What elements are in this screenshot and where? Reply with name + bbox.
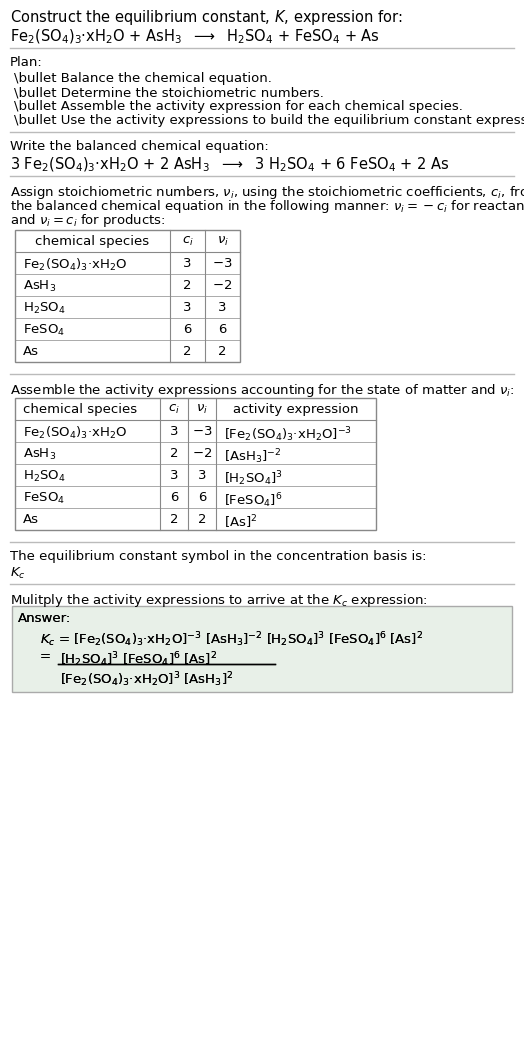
Text: The equilibrium constant symbol in the concentration basis is:: The equilibrium constant symbol in the c…	[10, 550, 427, 563]
FancyBboxPatch shape	[12, 606, 512, 692]
Text: Assemble the activity expressions accounting for the state of matter and $\nu_i$: Assemble the activity expressions accoun…	[10, 382, 515, 399]
Text: 3: 3	[219, 301, 227, 314]
Text: 2: 2	[198, 513, 206, 526]
Text: [Fe$_2$(SO$_4$)$_3$·xH$_2$O]$^{-3}$: [Fe$_2$(SO$_4$)$_3$·xH$_2$O]$^{-3}$	[224, 425, 352, 444]
Text: $-$2: $-$2	[212, 279, 233, 292]
Text: [Fe$_2$(SO$_4$)$_3$·xH$_2$O]$^3$ [AsH$_3$]$^2$: [Fe$_2$(SO$_4$)$_3$·xH$_2$O]$^3$ [AsH$_3…	[60, 670, 233, 689]
Text: $\nu_i$: $\nu_i$	[196, 403, 208, 416]
Text: chemical species: chemical species	[23, 403, 137, 416]
Text: 2: 2	[170, 447, 178, 460]
FancyBboxPatch shape	[15, 230, 240, 362]
Text: \bullet Use the activity expressions to build the equilibrium constant expressio: \bullet Use the activity expressions to …	[14, 114, 524, 127]
Text: $c_i$: $c_i$	[182, 235, 193, 248]
Text: FeSO$_4$: FeSO$_4$	[23, 491, 65, 506]
Text: $-$2: $-$2	[192, 447, 212, 460]
Text: $\nu_i$: $\nu_i$	[216, 235, 228, 248]
Text: \bullet Assemble the activity expression for each chemical species.: \bullet Assemble the activity expression…	[14, 100, 463, 113]
Text: \bullet Balance the chemical equation.: \bullet Balance the chemical equation.	[14, 72, 272, 85]
Text: 3: 3	[183, 301, 192, 314]
Text: and $\nu_i = c_i$ for products:: and $\nu_i = c_i$ for products:	[10, 212, 166, 229]
Text: Answer:: Answer:	[18, 612, 71, 625]
Text: AsH$_3$: AsH$_3$	[23, 447, 56, 462]
Text: 3 Fe$_2$(SO$_4$)$_3$·xH$_2$O + 2 AsH$_3$  $\longrightarrow$  3 H$_2$SO$_4$ + 6 F: 3 Fe$_2$(SO$_4$)$_3$·xH$_2$O + 2 AsH$_3$…	[10, 156, 450, 175]
Text: 2: 2	[170, 513, 178, 526]
Text: \bullet Determine the stoichiometric numbers.: \bullet Determine the stoichiometric num…	[14, 86, 324, 99]
FancyBboxPatch shape	[15, 398, 376, 530]
Text: 3: 3	[170, 425, 178, 438]
Text: As: As	[23, 513, 39, 526]
Text: 2: 2	[183, 345, 192, 358]
Text: Fe$_2$(SO$_4$)$_3$·xH$_2$O + AsH$_3$  $\longrightarrow$  H$_2$SO$_4$ + FeSO$_4$ : Fe$_2$(SO$_4$)$_3$·xH$_2$O + AsH$_3$ $\l…	[10, 28, 380, 46]
Text: Assign stoichiometric numbers, $\nu_i$, using the stoichiometric coefficients, $: Assign stoichiometric numbers, $\nu_i$, …	[10, 184, 524, 201]
Text: FeSO$_4$: FeSO$_4$	[23, 323, 65, 339]
Text: the balanced chemical equation in the following manner: $\nu_i = -c_i$ for react: the balanced chemical equation in the fo…	[10, 198, 524, 215]
Text: 2: 2	[183, 279, 192, 292]
Text: 6: 6	[219, 323, 227, 336]
Text: 6: 6	[170, 491, 178, 504]
Text: =: =	[40, 650, 51, 663]
Text: $c_i$: $c_i$	[168, 403, 180, 416]
Text: Answer:: Answer:	[18, 612, 71, 625]
Text: AsH$_3$: AsH$_3$	[23, 279, 56, 294]
Text: [Fe$_2$(SO$_4$)$_3$·xH$_2$O]$^3$ [AsH$_3$]$^2$: [Fe$_2$(SO$_4$)$_3$·xH$_2$O]$^3$ [AsH$_3…	[60, 670, 233, 689]
Text: 6: 6	[183, 323, 192, 336]
Text: =: =	[40, 650, 51, 663]
Text: $K_c$: $K_c$	[10, 566, 26, 581]
Text: activity expression: activity expression	[233, 403, 359, 416]
Text: [FeSO$_4$]$^6$: [FeSO$_4$]$^6$	[224, 491, 282, 510]
Text: [H$_2$SO$_4$]$^3$ [FeSO$_4$]$^6$ [As]$^2$: [H$_2$SO$_4$]$^3$ [FeSO$_4$]$^6$ [As]$^2…	[60, 650, 217, 669]
Text: 3: 3	[198, 469, 206, 482]
Text: chemical species: chemical species	[36, 235, 149, 248]
Text: Fe$_2$(SO$_4$)$_3$·xH$_2$O: Fe$_2$(SO$_4$)$_3$·xH$_2$O	[23, 257, 127, 273]
Text: $-$3: $-$3	[192, 425, 212, 438]
Text: [H$_2$SO$_4$]$^3$ [FeSO$_4$]$^6$ [As]$^2$: [H$_2$SO$_4$]$^3$ [FeSO$_4$]$^6$ [As]$^2…	[60, 650, 217, 669]
Text: Write the balanced chemical equation:: Write the balanced chemical equation:	[10, 140, 269, 153]
Text: 2: 2	[219, 345, 227, 358]
Text: $-$3: $-$3	[212, 257, 233, 270]
Text: 6: 6	[198, 491, 206, 504]
Text: 3: 3	[170, 469, 178, 482]
Text: Mulitply the activity expressions to arrive at the $K_c$ expression:: Mulitply the activity expressions to arr…	[10, 593, 428, 609]
Text: Construct the equilibrium constant, $K$, expression for:: Construct the equilibrium constant, $K$,…	[10, 8, 402, 27]
Text: As: As	[23, 345, 39, 358]
Text: Plan:: Plan:	[10, 56, 43, 69]
Text: $K_c$ = [Fe$_2$(SO$_4$)$_3$·xH$_2$O]$^{-3}$ [AsH$_3$]$^{-2}$ [H$_2$SO$_4$]$^3$ [: $K_c$ = [Fe$_2$(SO$_4$)$_3$·xH$_2$O]$^{-…	[40, 630, 423, 649]
Text: [As]$^2$: [As]$^2$	[224, 513, 257, 531]
Text: 3: 3	[183, 257, 192, 270]
Text: [AsH$_3$]$^{-2}$: [AsH$_3$]$^{-2}$	[224, 447, 281, 466]
Text: H$_2$SO$_4$: H$_2$SO$_4$	[23, 301, 66, 316]
Text: H$_2$SO$_4$: H$_2$SO$_4$	[23, 469, 66, 484]
Text: $K_c$ = [Fe$_2$(SO$_4$)$_3$·xH$_2$O]$^{-3}$ [AsH$_3$]$^{-2}$ [H$_2$SO$_4$]$^3$ [: $K_c$ = [Fe$_2$(SO$_4$)$_3$·xH$_2$O]$^{-…	[40, 630, 423, 649]
Text: [H$_2$SO$_4$]$^3$: [H$_2$SO$_4$]$^3$	[224, 469, 283, 488]
Text: Fe$_2$(SO$_4$)$_3$·xH$_2$O: Fe$_2$(SO$_4$)$_3$·xH$_2$O	[23, 425, 127, 441]
